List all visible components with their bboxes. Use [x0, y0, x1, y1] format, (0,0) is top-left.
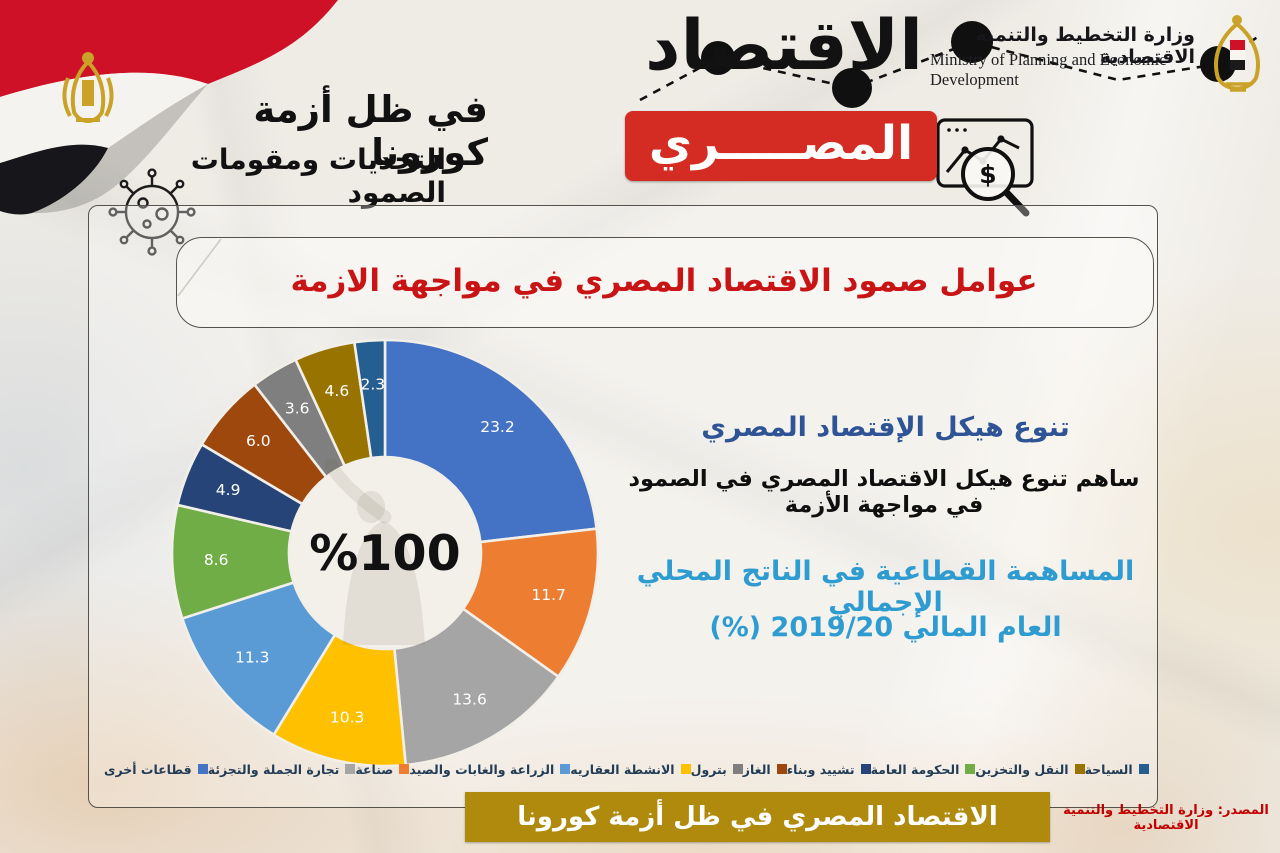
legend-swatch [732, 764, 743, 774]
legend-item: بترول [691, 762, 743, 777]
legend-item: الزراعة والغابات والصيد [409, 761, 571, 777]
legend-item: السياحة [1085, 762, 1149, 777]
legend-label: النقل والتخزين [975, 761, 1069, 777]
legend-item: تجارة الجملة والتجزئة [208, 762, 356, 777]
ministry-name-arabic: وزارة التخطيط والتنمية الاقتصادية [975, 24, 1195, 68]
virus-icon [108, 168, 196, 256]
ministry-eagle-icon [1214, 15, 1260, 92]
donut-chart: 23.2 11.7 13.6 10.3 11.3 8.6 4.9 6.0 3.6 4.6 2.3 %1… [170, 338, 600, 768]
legend-item: النقل والتخزين [975, 761, 1085, 777]
legend-item: الحكومة العامة [871, 762, 976, 777]
legend-label: بترول [690, 761, 727, 777]
legend-label: السياحة [1084, 761, 1133, 777]
card-title: عوامل صمود الاقتصاد المصري في مواجهة الا… [290, 263, 1038, 299]
svg-text:$: $ [979, 160, 996, 189]
subtitle-challenges: التحديات ومقومات الصمود [190, 143, 446, 209]
donut-slice [352, 338, 387, 460]
economy-analysis-icon: $ [936, 118, 1034, 217]
diversity-body-text: ساهم تنوع هيكل الاقتصاد المصري في الصمود… [628, 466, 1140, 518]
card-title-box [176, 237, 1154, 328]
source-note: المصدر: وزارة التخطيط والتنمية الاقتصادي… [1063, 803, 1269, 833]
donut-center-label: %100 [309, 525, 460, 582]
legend-item: صناعة [355, 761, 410, 777]
slice-value-label: 3.6 [285, 400, 310, 418]
legend-item: قطاعات أخرى [104, 762, 208, 777]
slice-value-label: 11.3 [235, 649, 270, 667]
legend-label: الحكومة العامة [870, 761, 960, 777]
main-title-word2: المصـــــري [648, 116, 914, 171]
legend-swatch [1074, 764, 1085, 774]
legend-label: تشييد وبناء [786, 761, 855, 777]
slice-value-label: 13.6 [452, 690, 487, 708]
legend-swatch [860, 764, 871, 774]
egypt-flag-icon [0, 0, 338, 215]
flag-eagle-icon [62, 52, 114, 123]
slice-value-label: 10.3 [330, 709, 365, 727]
slice-value-label: 11.7 [531, 586, 566, 604]
legend-label: الغاز [742, 761, 771, 777]
legend-item: الانشطة العقاريه [570, 761, 691, 777]
statue-arm-silhouette [324, 458, 392, 524]
main-title-word1: الاقتصاد [645, 6, 924, 86]
legend-swatch [399, 764, 410, 774]
contribution-caption-line1: المساهمة القطاعية في الناتج المحلي الإجم… [636, 556, 1135, 618]
main-title-red-box: المصـــــري [625, 111, 937, 181]
diversity-heading: تنوع هيكل الإقتصاد المصري [701, 412, 1070, 443]
legend-label: تجارة الجملة والتجزئة [207, 761, 340, 777]
ministry-name-english-line1: Ministry of Planning and Economic [930, 50, 1167, 69]
ministry-name-english-line2: Development [930, 70, 1019, 89]
footer-banner-text: الاقتصاد المصري في ظل أزمة كورونا [517, 802, 998, 832]
slice-value-label: 8.6 [204, 551, 229, 569]
legend-label: صناعة [355, 761, 394, 777]
slice-value-label: 4.6 [325, 382, 350, 400]
statue-silhouette [343, 491, 425, 645]
slice-value-label: 2.3 [360, 375, 385, 393]
footer-banner: الاقتصاد المصري في ظل أزمة كورونا [465, 792, 1050, 842]
chart-legend: قطاعات أخرى تجارة الجملة والتجزئة صناعة الز… [104, 756, 1149, 782]
slice-value-label: 23.2 [480, 418, 515, 436]
legend-item: الغاز [743, 762, 787, 777]
legend-swatch [965, 764, 976, 774]
legend-label: الانشطة العقاريه [570, 761, 675, 777]
legend-label: الزراعة والغابات والصيد [409, 761, 555, 777]
legend-swatch [197, 764, 208, 774]
legend-swatch [1138, 764, 1149, 774]
legend-label: قطاعات أخرى [104, 761, 192, 777]
legend-swatch [776, 764, 787, 774]
ministry-name-english: Ministry of Planning and Economic Develo… [930, 50, 1195, 90]
subtitle-corona: في ظل أزمة كورونا [253, 88, 488, 174]
donut-hole [290, 458, 480, 648]
donut-slice [383, 338, 599, 544]
slice-value-label: 4.9 [216, 481, 241, 499]
contribution-caption-line2: العام المالي 2019/20 (%) [709, 612, 1062, 643]
legend-item: تشييد وبناء [787, 762, 871, 777]
slice-value-label: 6.0 [246, 432, 271, 450]
virus-spikes [108, 168, 196, 256]
legend-swatch [680, 764, 691, 774]
trend-line-decoration [639, 21, 1263, 108]
legend-swatch [345, 764, 356, 774]
legend-swatch [560, 764, 571, 774]
